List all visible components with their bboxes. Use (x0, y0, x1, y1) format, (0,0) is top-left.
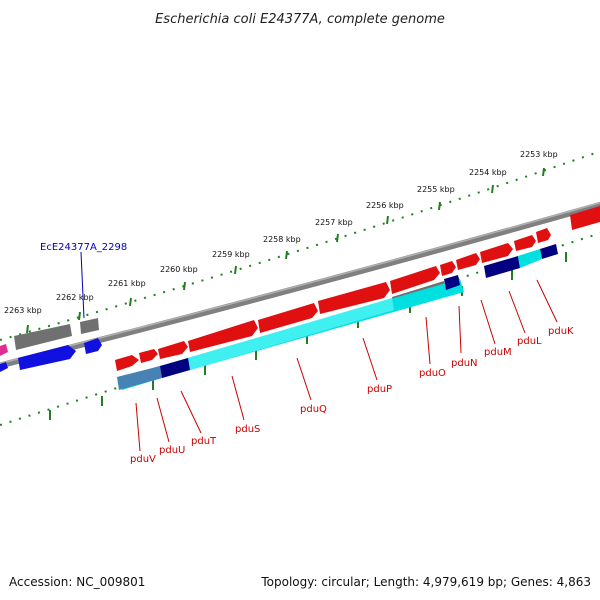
gene-label[interactable]: pduU (159, 445, 185, 456)
gene-label[interactable]: pduO (419, 368, 446, 379)
kbp-label: 2261 kbp (108, 279, 146, 288)
gene-feature[interactable] (570, 206, 600, 230)
gene-label[interactable]: pduT (191, 436, 217, 447)
kbp-label: 2260 kbp (160, 265, 198, 274)
pseudo-feature[interactable] (14, 324, 72, 350)
gene-label[interactable]: pduP (367, 384, 392, 395)
gene-label[interactable]: pduN (451, 358, 478, 369)
gene-label[interactable]: pduK (548, 326, 574, 337)
gene-label[interactable]: pduL (517, 336, 542, 347)
gene-label[interactable]: pduS (235, 424, 260, 435)
misc-feature[interactable] (540, 244, 558, 259)
locus-connector (80, 251, 85, 319)
pduK-gene[interactable] (514, 235, 536, 251)
misc-feature[interactable] (484, 256, 520, 278)
gene-feature[interactable] (536, 228, 551, 243)
forward-features (0, 206, 600, 390)
pduL-gene[interactable] (480, 243, 513, 263)
misc-feature[interactable] (444, 275, 460, 290)
misc-feature[interactable] (84, 338, 102, 354)
misc-feature[interactable] (18, 345, 76, 370)
genome-backbone-highlight (0, 202, 600, 365)
gene-label[interactable]: pduQ (300, 404, 327, 415)
kbp-label: 2263 kbp (4, 306, 42, 315)
pduU-gene[interactable] (139, 349, 158, 363)
pduV-gene[interactable] (115, 355, 139, 371)
kbp-label: 2257 kbp (315, 218, 353, 227)
pduM-gene[interactable] (456, 253, 480, 270)
kbp-label: 2254 kbp (469, 168, 507, 177)
accession-text: Accession: NC_009801 (9, 575, 146, 589)
misc-feature[interactable] (160, 358, 190, 378)
pduS-gene[interactable] (188, 320, 258, 352)
kbp-labels: 2253 kbp 2254 kbp 2255 kbp 2256 kbp 2257… (4, 150, 558, 315)
kbp-label: 2262 kbp (56, 293, 94, 302)
misc-feature-edge[interactable] (0, 344, 8, 356)
gene-labels: pduK pduL pduM pduN pduO pduP pduQ pduS … (130, 326, 574, 465)
gene-track-highlight[interactable] (188, 298, 394, 370)
pduQ-gene[interactable] (258, 303, 318, 333)
gene-label[interactable]: pduM (484, 347, 512, 358)
pduN-gene[interactable] (440, 261, 456, 276)
pduT-gene[interactable] (158, 341, 188, 359)
kbp-label: 2259 kbp (212, 250, 250, 259)
pduO-gene[interactable] (390, 266, 440, 294)
gene-track[interactable] (518, 249, 542, 268)
pseudo-feature[interactable] (80, 318, 99, 334)
pduP-gene[interactable] (318, 282, 390, 314)
kbp-label: 2258 kbp (263, 235, 301, 244)
genome-summary-text: Topology: circular; Length: 4,979,619 bp… (261, 575, 591, 589)
genome-backbone (0, 201, 600, 369)
kbp-label: 2256 kbp (366, 201, 404, 210)
kbp-label: 2255 kbp (417, 185, 455, 194)
map-title: Escherichia coli E24377A, complete genom… (155, 12, 445, 27)
misc-feature-edge[interactable] (0, 362, 8, 372)
locus-label: EcE24377A_2298 (40, 242, 127, 253)
gene-label[interactable]: pduV (130, 454, 156, 465)
upper-major-ticks (26, 167, 545, 334)
misc-feature[interactable] (117, 366, 162, 390)
gene-label-connectors (135, 279, 558, 452)
kbp-label: 2253 kbp (520, 150, 558, 159)
